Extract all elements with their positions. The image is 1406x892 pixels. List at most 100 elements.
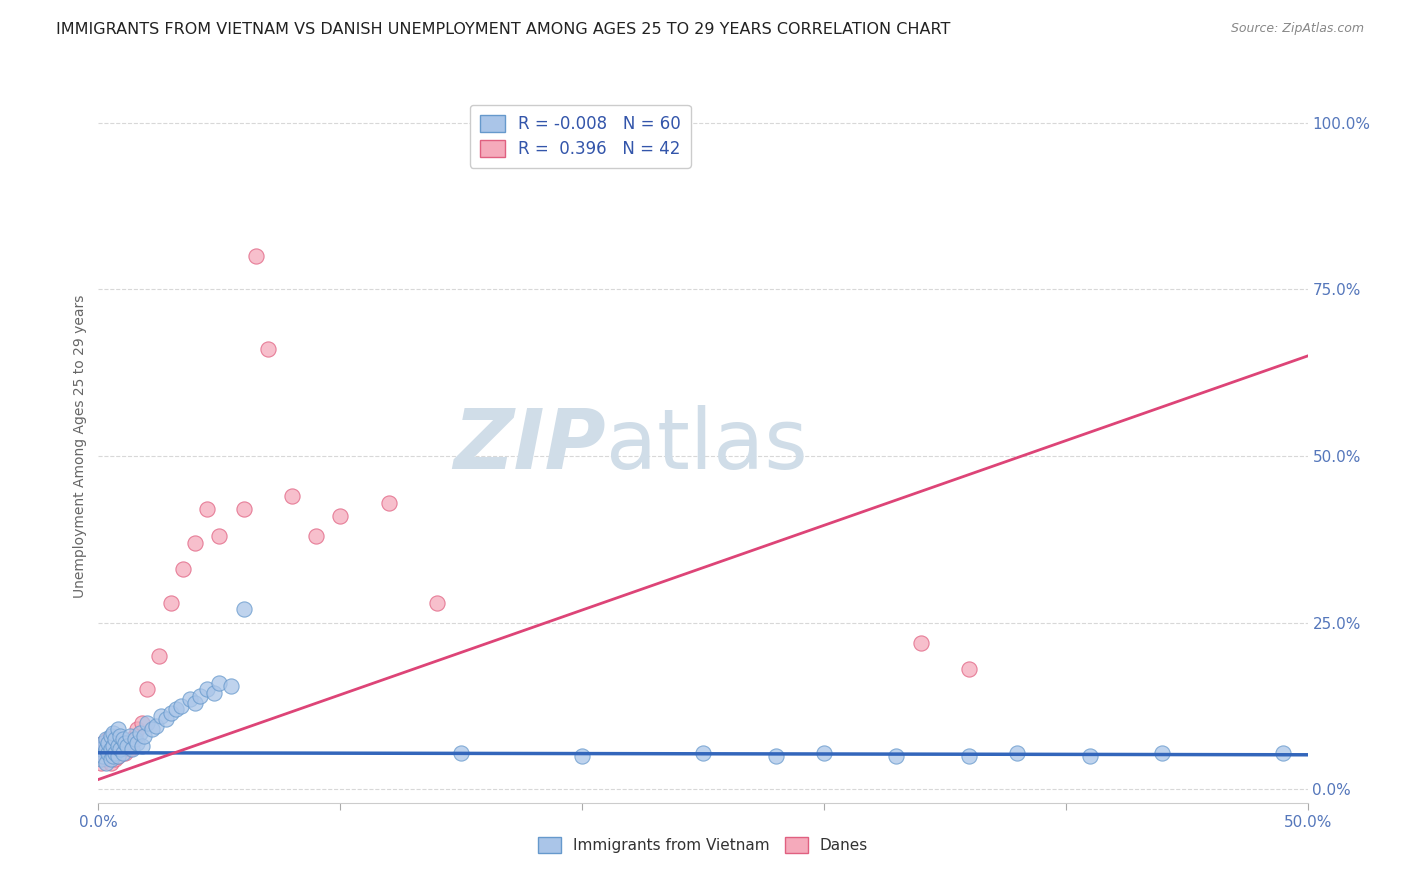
Point xyxy=(101,749,124,764)
Point xyxy=(957,749,980,764)
Point xyxy=(208,675,231,690)
Text: Source: ZipAtlas.com: Source: ZipAtlas.com xyxy=(1230,22,1364,36)
Point xyxy=(135,682,157,697)
Text: atlas: atlas xyxy=(606,406,808,486)
Point xyxy=(121,742,143,756)
Point xyxy=(104,739,127,753)
Point xyxy=(104,746,127,760)
Point xyxy=(1272,746,1295,760)
Point xyxy=(94,732,117,747)
Legend: Immigrants from Vietnam, Danes: Immigrants from Vietnam, Danes xyxy=(531,831,875,859)
Point xyxy=(141,723,163,737)
Point xyxy=(104,752,127,766)
Point xyxy=(97,736,120,750)
Point xyxy=(117,739,139,753)
Y-axis label: Unemployment Among Ages 25 to 29 years: Unemployment Among Ages 25 to 29 years xyxy=(73,294,87,598)
Point xyxy=(107,739,129,753)
Point xyxy=(100,729,122,743)
Point xyxy=(91,736,114,750)
Point xyxy=(91,736,114,750)
Point xyxy=(377,496,399,510)
Point xyxy=(886,749,908,764)
Point xyxy=(256,343,278,357)
Point xyxy=(426,596,449,610)
Point xyxy=(90,742,112,756)
Point xyxy=(155,713,177,727)
Point xyxy=(104,732,127,747)
Point xyxy=(128,725,150,739)
Text: IMMIGRANTS FROM VIETNAM VS DANISH UNEMPLOYMENT AMONG AGES 25 TO 29 YEARS CORRELA: IMMIGRANTS FROM VIETNAM VS DANISH UNEMPL… xyxy=(56,22,950,37)
Point xyxy=(124,729,146,743)
Point xyxy=(165,702,187,716)
Point xyxy=(107,723,129,737)
Point xyxy=(100,742,122,756)
Point xyxy=(90,752,112,766)
Point xyxy=(118,742,141,756)
Point xyxy=(101,725,124,739)
Point xyxy=(184,696,207,710)
Point xyxy=(108,742,131,756)
Point xyxy=(148,649,170,664)
Point xyxy=(1078,749,1101,764)
Point xyxy=(100,752,122,766)
Point xyxy=(1152,746,1174,760)
Point xyxy=(111,746,134,760)
Point xyxy=(94,739,117,753)
Point xyxy=(232,602,254,616)
Point xyxy=(208,529,231,543)
Text: ZIP: ZIP xyxy=(454,406,606,486)
Point xyxy=(111,732,134,747)
Point xyxy=(127,736,149,750)
Point xyxy=(101,736,124,750)
Point xyxy=(90,742,112,756)
Point xyxy=(813,746,835,760)
Point xyxy=(145,719,167,733)
Point xyxy=(108,729,131,743)
Point xyxy=(305,529,328,543)
Point xyxy=(450,746,472,760)
Point xyxy=(101,739,124,753)
Point xyxy=(100,742,122,756)
Point xyxy=(195,682,218,697)
Point xyxy=(118,729,141,743)
Point xyxy=(97,732,120,747)
Point xyxy=(204,686,226,700)
Point xyxy=(910,636,932,650)
Point xyxy=(94,756,117,770)
Point xyxy=(232,502,254,516)
Point xyxy=(134,729,156,743)
Point xyxy=(97,746,120,760)
Point xyxy=(91,749,114,764)
Point xyxy=(1007,746,1029,760)
Point xyxy=(160,596,183,610)
Point xyxy=(221,679,243,693)
Point xyxy=(97,746,120,760)
Point xyxy=(114,746,136,760)
Point xyxy=(184,535,207,549)
Point xyxy=(692,746,714,760)
Point xyxy=(188,689,211,703)
Point xyxy=(160,706,183,720)
Point xyxy=(108,742,131,756)
Point xyxy=(329,509,352,524)
Point xyxy=(179,692,201,706)
Point xyxy=(281,489,304,503)
Point xyxy=(100,756,122,770)
Point xyxy=(117,739,139,753)
Point xyxy=(131,715,153,730)
Point xyxy=(107,749,129,764)
Point xyxy=(571,749,593,764)
Point xyxy=(94,752,117,766)
Point xyxy=(101,749,124,764)
Point xyxy=(135,715,157,730)
Point xyxy=(172,562,194,576)
Point xyxy=(111,736,134,750)
Point xyxy=(957,662,980,676)
Point xyxy=(94,742,117,756)
Point xyxy=(245,249,267,263)
Point xyxy=(121,732,143,747)
Point xyxy=(107,732,129,747)
Point xyxy=(169,699,191,714)
Point xyxy=(195,502,218,516)
Point xyxy=(127,723,149,737)
